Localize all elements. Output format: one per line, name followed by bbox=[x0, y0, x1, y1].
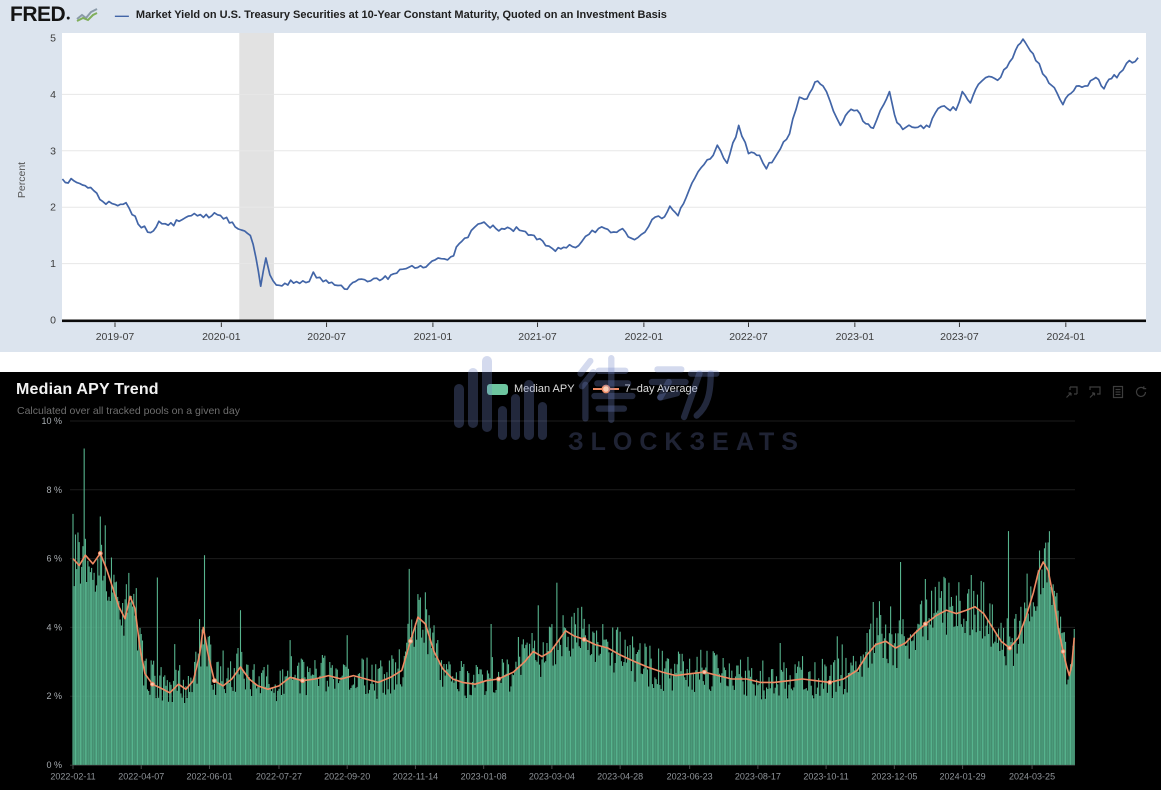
median-apy-swatch-icon bbox=[487, 383, 508, 395]
svg-text:4 %: 4 % bbox=[46, 622, 62, 632]
refresh-icon[interactable] bbox=[1134, 385, 1148, 399]
svg-text:2022-06-01: 2022-06-01 bbox=[186, 772, 232, 782]
section-divider bbox=[0, 352, 1161, 372]
svg-text:2023-08-17: 2023-08-17 bbox=[735, 772, 781, 782]
svg-text:2: 2 bbox=[50, 202, 56, 214]
yield-line bbox=[61, 38, 1139, 291]
registered-mark: ● bbox=[66, 15, 70, 22]
average-line-marker-icon bbox=[592, 384, 619, 394]
svg-text:2020-07: 2020-07 bbox=[307, 331, 346, 343]
svg-text:2024-01: 2024-01 bbox=[1047, 331, 1086, 343]
svg-text:2024-03-25: 2024-03-25 bbox=[1009, 772, 1055, 782]
treasury-yield-plot[interactable]: 2019-07 2020-01 2020-07 2021-01 2021-07 2022-… bbox=[0, 0, 1161, 352]
apy-chart-subtitle: Calculated over all tracked pools on a g… bbox=[17, 405, 240, 417]
line-legend-marker: — bbox=[114, 7, 129, 23]
plot-area bbox=[62, 33, 1146, 322]
fred-logo: FRED ● bbox=[10, 3, 99, 27]
svg-text:2022-02-11: 2022-02-11 bbox=[50, 772, 95, 782]
svg-text:2024-01-29: 2024-01-29 bbox=[940, 772, 986, 782]
fred-logo-text: FRED bbox=[10, 3, 66, 26]
y-axis-labels: 0 1 2 3 4 5 bbox=[50, 33, 56, 327]
y-axis-title: Percent bbox=[16, 162, 28, 198]
svg-text:2022-11-14: 2022-11-14 bbox=[393, 772, 438, 782]
recession-band bbox=[239, 33, 274, 322]
y-axis-labels: 0 % 2 % 4 % 6 % 8 % 10 % bbox=[41, 416, 62, 770]
svg-text:5: 5 bbox=[50, 33, 56, 45]
box-reset-icon[interactable] bbox=[1088, 385, 1102, 399]
svg-text:8 %: 8 % bbox=[46, 485, 62, 495]
svg-text:2021-01: 2021-01 bbox=[414, 331, 453, 343]
svg-text:2023-06-23: 2023-06-23 bbox=[667, 772, 713, 782]
legend-label-median-apy: Median APY bbox=[514, 383, 575, 395]
legend-item-7day-average[interactable]: 7–day Average bbox=[592, 383, 698, 395]
svg-text:0 %: 0 % bbox=[46, 760, 62, 770]
svg-text:6 %: 6 % bbox=[46, 554, 62, 564]
svg-text:2 %: 2 % bbox=[46, 691, 62, 701]
apy-chart-panel: 2022-02-11 2022-04-07 2022-06-01 2022-07-27… bbox=[0, 372, 1161, 790]
apy-legend: Median APY 7–day Average bbox=[487, 383, 698, 395]
svg-text:10 %: 10 % bbox=[41, 416, 62, 426]
x-axis-line bbox=[62, 319, 1146, 323]
svg-text:1: 1 bbox=[50, 258, 56, 270]
fred-logo-chart-icon bbox=[76, 8, 98, 22]
svg-text:0: 0 bbox=[50, 315, 56, 327]
apy-average-line bbox=[72, 552, 1075, 694]
apy-average-dots bbox=[97, 551, 1066, 687]
fred-header: FRED ● — Market Yield on U.S. Treasury Se… bbox=[0, 0, 1161, 30]
median-apy-plot[interactable]: 2022-02-11 2022-04-07 2022-06-01 2022-07-27… bbox=[0, 372, 1161, 790]
legend-label-7day-average: 7–day Average bbox=[624, 383, 698, 395]
svg-text:2022-07-27: 2022-07-27 bbox=[256, 772, 302, 782]
data-view-icon[interactable] bbox=[1111, 385, 1125, 399]
apy-chart-title: Median APY Trend bbox=[16, 381, 159, 398]
svg-text:2019-07: 2019-07 bbox=[96, 331, 135, 343]
chart-toolbar bbox=[1065, 385, 1148, 399]
fred-series-label: Market Yield on U.S. Treasury Securities… bbox=[135, 9, 667, 21]
svg-text:4: 4 bbox=[50, 89, 56, 101]
svg-text:2022-04-07: 2022-04-07 bbox=[118, 772, 164, 782]
svg-text:2023-07: 2023-07 bbox=[940, 331, 979, 343]
svg-text:2023-03-04: 2023-03-04 bbox=[529, 772, 575, 782]
apy-bars bbox=[72, 448, 1075, 765]
svg-text:2021-07: 2021-07 bbox=[518, 331, 557, 343]
fred-series-legend: — Market Yield on U.S. Treasury Securiti… bbox=[114, 7, 667, 23]
svg-text:2023-01: 2023-01 bbox=[836, 331, 875, 343]
svg-text:2020-01: 2020-01 bbox=[202, 331, 241, 343]
x-axis-labels: 2019-07 2020-01 2020-07 2021-01 2021-07 2022-… bbox=[96, 322, 1086, 343]
svg-text:2022-09-20: 2022-09-20 bbox=[324, 772, 370, 782]
svg-text:2023-01-08: 2023-01-08 bbox=[461, 772, 507, 782]
fred-chart-panel: 2019-07 2020-01 2020-07 2021-01 2021-07 2022-… bbox=[0, 0, 1161, 352]
svg-text:2023-12-05: 2023-12-05 bbox=[871, 772, 917, 782]
svg-text:2022-01: 2022-01 bbox=[625, 331, 664, 343]
legend-item-median-apy[interactable]: Median APY bbox=[487, 383, 575, 395]
svg-text:2023-10-11: 2023-10-11 bbox=[803, 772, 848, 782]
box-select-icon[interactable] bbox=[1065, 385, 1079, 399]
svg-text:2023-04-28: 2023-04-28 bbox=[597, 772, 643, 782]
x-axis-labels: 2022-02-11 2022-04-07 2022-06-01 2022-07-27… bbox=[50, 765, 1055, 782]
svg-text:2022-07: 2022-07 bbox=[729, 331, 768, 343]
svg-text:3: 3 bbox=[50, 145, 56, 157]
